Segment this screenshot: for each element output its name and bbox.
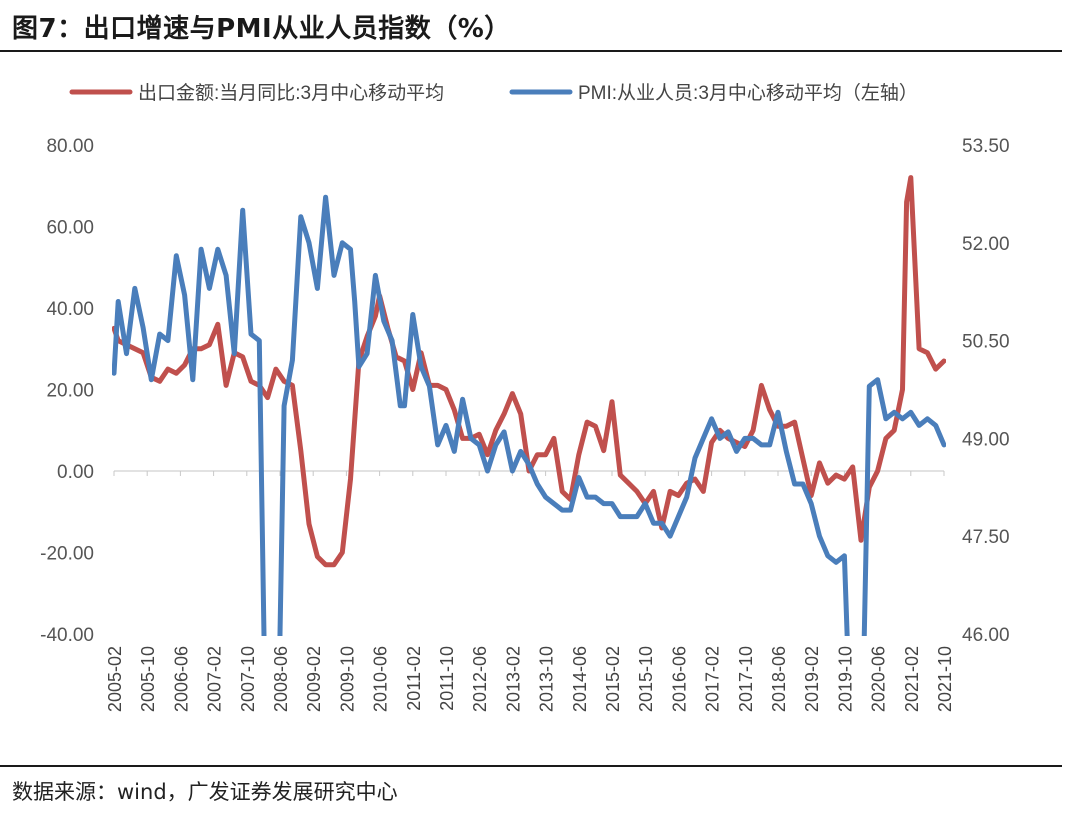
top-rule bbox=[0, 50, 1062, 52]
x-axis-tick-label: 2019-10 bbox=[835, 646, 855, 712]
legend-label: PMI:从业人员:3月中心移动平均（左轴） bbox=[578, 82, 918, 104]
x-axis-tick-label: 2017-02 bbox=[703, 646, 723, 712]
left-axis-tick-label: -40.00 bbox=[40, 625, 94, 646]
right-axis-tick-label: 52.00 bbox=[962, 234, 1010, 255]
x-axis-tick-label: 2009-10 bbox=[337, 646, 357, 712]
x-axis-tick-label: 2015-02 bbox=[603, 646, 623, 712]
x-axis-tick-label: 2018-06 bbox=[769, 646, 789, 712]
x-axis-tick-label: 2012-06 bbox=[470, 646, 490, 712]
x-axis-tick-label: 2020-06 bbox=[869, 646, 889, 712]
x-axis-tick-label: 2009-02 bbox=[304, 646, 324, 712]
left-axis-tick-label: 20.00 bbox=[46, 381, 94, 402]
left-axis-tick-label: 40.00 bbox=[46, 299, 94, 320]
x-axis-tick-label: 2011-02 bbox=[404, 646, 424, 711]
x-axis-tick-label: 2011-10 bbox=[437, 646, 457, 711]
right-axis-tick-label: 53.50 bbox=[962, 136, 1010, 157]
source-note: 数据来源：wind，广发证券发展研究中心 bbox=[12, 780, 398, 804]
x-axis-tick-label: 2021-02 bbox=[902, 646, 922, 712]
bottom-rule bbox=[0, 765, 1062, 767]
chart-title: 图7：出口增速与PMI从业人员指数（%） bbox=[12, 14, 511, 44]
x-axis-tick-label: 2013-02 bbox=[503, 646, 523, 712]
export-growth-line bbox=[112, 175, 946, 568]
x-axis-tick-label: 2021-10 bbox=[935, 646, 955, 712]
x-axis-tick-label: 2007-10 bbox=[238, 646, 258, 712]
legend-label: 出口金额:当月同比:3月中心移动平均 bbox=[138, 82, 444, 104]
x-axis-tick-label: 2017-10 bbox=[736, 646, 756, 712]
x-axis-tick-label: 2013-10 bbox=[537, 646, 557, 712]
left-axis-tick-label: 0.00 bbox=[57, 462, 94, 483]
x-axis-tick-label: 2005-10 bbox=[138, 646, 158, 712]
x-axis-tick-label: 2014-06 bbox=[570, 646, 590, 712]
left-axis-tick-label: -20.00 bbox=[40, 544, 94, 565]
right-axis-tick-label: 46.00 bbox=[962, 625, 1010, 646]
right-axis-tick-label: 50.50 bbox=[962, 332, 1010, 353]
x-axis-tick-label: 2015-10 bbox=[636, 646, 656, 712]
left-axis-tick-label: 80.00 bbox=[46, 136, 94, 157]
x-axis-tick-label: 2005-02 bbox=[105, 646, 125, 712]
pmi-employment-line bbox=[112, 194, 946, 636]
right-axis-tick-label: 47.50 bbox=[962, 527, 1010, 548]
right-axis-tick-label: 49.00 bbox=[962, 429, 1010, 450]
x-axis-tick-label: 2010-06 bbox=[371, 646, 391, 712]
x-axis-tick-label: 2007-02 bbox=[205, 646, 225, 712]
x-axis-tick-label: 2019-02 bbox=[802, 646, 822, 712]
x-axis-tick-label: 2006-06 bbox=[171, 646, 191, 712]
x-axis-tick-label: 2008-06 bbox=[271, 646, 291, 712]
chart-area: 80.00 60.00 40.00 20.00 0.00 -20.00 -40.00 53.… bbox=[40, 82, 1010, 712]
x-axis-tick-label: 2016-06 bbox=[669, 646, 689, 712]
left-axis-tick-label: 60.00 bbox=[46, 218, 94, 239]
